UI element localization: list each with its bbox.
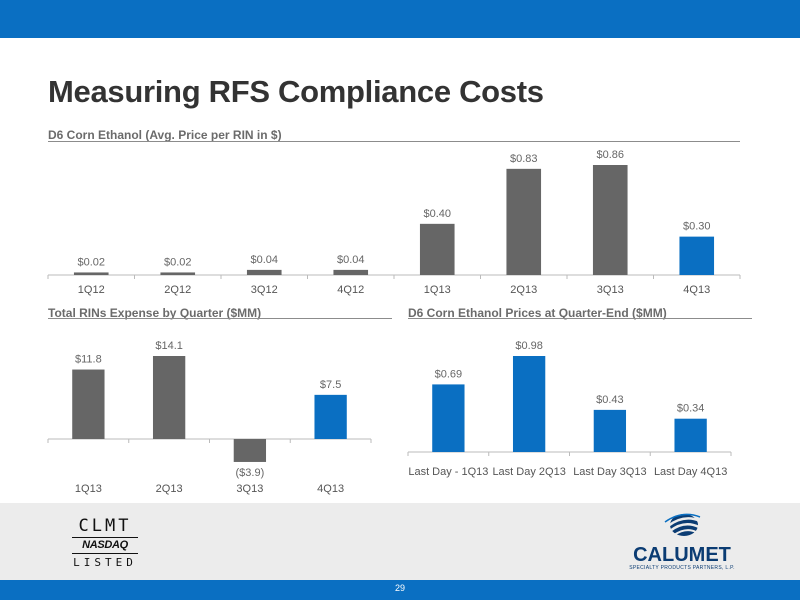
bar-Last Day 3Q13 [593, 409, 627, 452]
exchange-name: NASDAQ [82, 539, 128, 551]
company-subtitle: SPECIALTY PRODUCTS PARTNERS, L.P. [629, 565, 735, 571]
bar-1Q13 [419, 223, 455, 275]
category-label: 1Q12 [78, 284, 105, 296]
chart-2-title: Total RINs Expense by Quarter ($MM) [48, 306, 262, 320]
category-label: 2Q12 [164, 284, 191, 296]
category-label: 3Q13 [236, 483, 263, 495]
category-label: 1Q13 [75, 483, 102, 495]
rins-expense-chart: $11.8 1Q13 $14.1 2Q13 ($3.9) 3Q13 $7.5 4Q13 [47, 340, 372, 495]
chart-3-title-rule [408, 318, 752, 319]
data-label: $0.02 [77, 256, 105, 268]
chart-2-title-rule [48, 318, 392, 319]
category-label: Last Day - 1Q13 [408, 466, 488, 478]
chart-1-title-rule [48, 141, 740, 142]
ticker-symbol: CLMT [78, 516, 132, 536]
data-label: ($3.9) [236, 467, 265, 479]
data-label: $0.04 [337, 254, 365, 266]
data-label: $0.30 [683, 221, 711, 233]
data-label: $0.02 [164, 256, 192, 268]
data-label: $0.98 [515, 340, 543, 352]
data-label: $0.34 [677, 403, 705, 415]
page-number: 29 [394, 583, 405, 593]
category-label: Last Day 2Q13 [492, 466, 565, 478]
category-label: Last Day 3Q13 [573, 466, 646, 478]
logo-divider [72, 537, 138, 538]
bar-3Q13 [592, 165, 628, 275]
bar-2Q13 [152, 356, 186, 439]
category-label: 3Q12 [251, 284, 278, 296]
data-label: $0.86 [596, 149, 624, 161]
bar-4Q12 [333, 269, 369, 275]
company-name: CALUMET [633, 544, 731, 566]
chart-3-title: D6 Corn Ethanol Prices at Quarter-End ($… [408, 306, 667, 320]
quarter-end-price-chart: $0.69 Last Day - 1Q13 $0.98 Last Day 2Q13 $0… [407, 340, 732, 478]
page-title: Measuring RFS Compliance Costs [48, 74, 544, 109]
data-label: $0.04 [250, 254, 278, 266]
logo-divider [72, 553, 138, 554]
bottom-brand-bar [0, 580, 800, 600]
rin-price-chart: $0.02 1Q12 $0.02 2Q12 $0.04 3Q12 $0.04 4Q12 $0.4… [47, 149, 741, 296]
calumet-logo: CALUMET SPECIALTY PRODUCTS PARTNERS, L.P… [622, 512, 742, 572]
category-label: 4Q13 [317, 483, 344, 495]
bar-3Q12 [246, 269, 282, 275]
category-label: 1Q13 [424, 284, 451, 296]
category-label: Last Day 4Q13 [654, 466, 727, 478]
data-label: $14.1 [155, 340, 183, 352]
bar-4Q13 [679, 236, 715, 275]
bar-2Q12 [160, 272, 196, 275]
footer-band [0, 503, 800, 580]
listed-label: LISTED [73, 556, 137, 569]
bar-4Q13 [314, 394, 347, 439]
bar-Last Day - 1Q13 [432, 384, 465, 452]
category-label: 2Q13 [156, 483, 183, 495]
category-label: 2Q13 [510, 284, 537, 296]
bar-2Q13 [506, 168, 542, 275]
data-label: $0.69 [435, 368, 463, 380]
bar-Last Day 2Q13 [512, 356, 546, 452]
data-label: $0.40 [423, 208, 451, 220]
data-label: $0.83 [510, 153, 538, 165]
chart-1-title: D6 Corn Ethanol (Avg. Price per RIN in $… [48, 128, 282, 142]
data-label: $11.8 [75, 354, 102, 366]
bar-1Q13 [72, 369, 105, 439]
data-label: $7.5 [320, 379, 341, 391]
bar-Last Day 4Q13 [674, 418, 707, 452]
category-label: 3Q13 [597, 284, 624, 296]
data-label: $0.43 [596, 394, 624, 406]
top-brand-bar [0, 0, 800, 38]
category-label: 4Q12 [337, 284, 364, 296]
nasdaq-listing-logo: CLMT NASDAQ LISTED [72, 516, 138, 570]
bar-3Q13 [233, 439, 267, 462]
bar-1Q12 [73, 272, 109, 275]
globe-icon [664, 513, 701, 536]
category-label: 4Q13 [683, 284, 710, 296]
